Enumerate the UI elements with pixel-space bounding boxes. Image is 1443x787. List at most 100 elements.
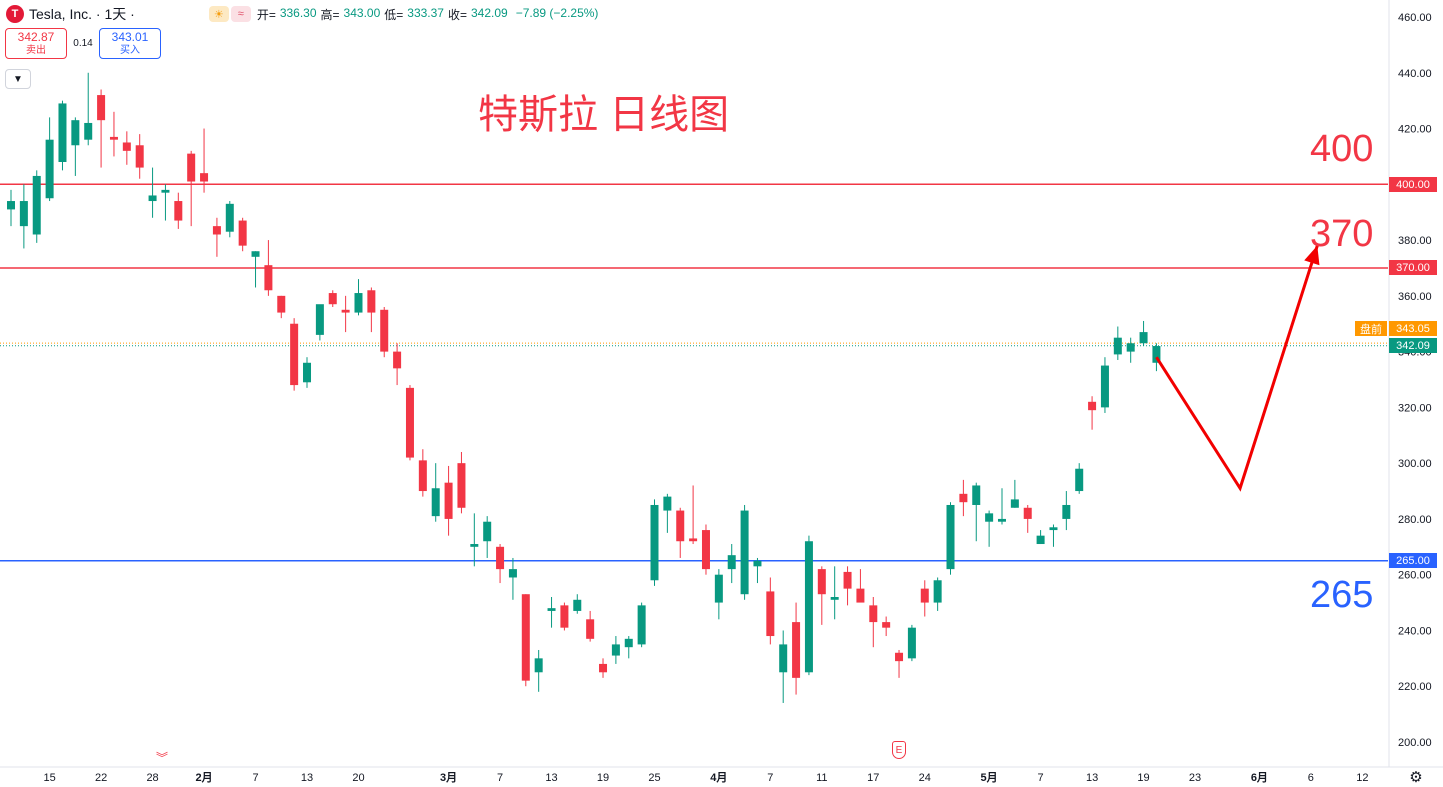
- candle-body: [71, 120, 80, 146]
- candle-body: [933, 580, 942, 603]
- date-tick-label: 7: [767, 772, 773, 784]
- buy-label: 买入: [120, 44, 140, 56]
- candle-body: [200, 173, 209, 182]
- candle-body: [212, 226, 221, 235]
- candle-body: [328, 293, 337, 305]
- candle-body: [676, 510, 685, 542]
- buy-price: 343.01: [111, 29, 149, 44]
- chevron-marker-icon[interactable]: ︾: [156, 751, 169, 765]
- candle-body: [45, 139, 54, 199]
- trade-panel: 342.87 卖出 0.14 343.01 买入: [5, 28, 161, 59]
- date-tick-label: 25: [648, 772, 660, 784]
- buy-button[interactable]: 343.01 买入: [99, 28, 161, 59]
- projection-path: [1155, 245, 1319, 492]
- candle-body: [405, 387, 414, 458]
- date-tick-label: 15: [43, 772, 55, 784]
- date-tick-label: 12: [1356, 772, 1368, 784]
- candle-body: [869, 605, 878, 623]
- candle-body: [753, 560, 762, 567]
- candle-body: [920, 588, 929, 603]
- collapse-legend-button[interactable]: ▼: [5, 69, 31, 89]
- price-tick-label: 440.00: [1398, 68, 1432, 80]
- date-tick-label: 7: [1038, 772, 1044, 784]
- price-tick-label: 420.00: [1398, 124, 1432, 136]
- level-370-annotation: 370: [1310, 213, 1374, 255]
- date-tick-label: 20: [352, 772, 364, 784]
- candle-body: [985, 513, 994, 522]
- projection-arrowhead: [1304, 245, 1320, 266]
- date-tick-label: 13: [545, 772, 557, 784]
- candle-body: [1126, 343, 1135, 352]
- price-tag-370: 370.00: [1389, 260, 1437, 275]
- candle-body: [264, 265, 273, 291]
- candle-body: [1023, 507, 1032, 519]
- candle-body: [727, 555, 736, 570]
- candle-body: [972, 485, 981, 505]
- date-tick-label: 3月: [440, 771, 457, 784]
- candle-body: [534, 658, 543, 673]
- symbol-title[interactable]: Tesla, Inc. · 1天 ·: [29, 6, 135, 22]
- candle-body: [1062, 504, 1071, 519]
- candle-body: [637, 605, 646, 645]
- price-tick-label: 260.00: [1398, 570, 1432, 582]
- level-265-annotation: 265: [1310, 574, 1374, 616]
- candle-body: [341, 309, 350, 313]
- price-axis: 460.00440.00420.00400.00380.00360.00340.…: [1388, 0, 1432, 767]
- level-400-annotation: 400: [1310, 128, 1374, 170]
- candle-body: [418, 460, 427, 492]
- settings-gear-icon[interactable]: ⚙: [1409, 769, 1423, 786]
- candle-body: [496, 546, 505, 570]
- candle-body: [380, 309, 389, 352]
- candle-body: [586, 619, 595, 639]
- date-tick-label: 5月: [981, 771, 998, 784]
- date-tick-label: 7: [497, 772, 503, 784]
- candle-body: [431, 488, 440, 517]
- chevron-down-icon: ▼: [13, 73, 23, 85]
- date-tick-label: 7: [252, 772, 258, 784]
- candle-body: [135, 145, 144, 168]
- candle-body: [1075, 468, 1084, 492]
- price-tick-label: 460.00: [1398, 12, 1432, 24]
- candle-body: [830, 597, 839, 600]
- date-tick-label: 28: [146, 772, 158, 784]
- high-value: 343.00: [343, 5, 381, 20]
- date-tick-label: 17: [867, 772, 879, 784]
- candle-body: [483, 521, 492, 542]
- spread-value: 0.14: [73, 38, 93, 49]
- date-tick-label: 6月: [1251, 771, 1268, 784]
- change-value: −7.89 (−2.25%): [515, 5, 599, 20]
- candle-body: [779, 644, 788, 673]
- candle-body: [470, 544, 479, 547]
- candle-body: [457, 463, 466, 508]
- sell-button[interactable]: 342.87 卖出: [5, 28, 67, 59]
- candle-body: [174, 201, 183, 221]
- candle-body: [997, 518, 1006, 522]
- ohlc-readout: 开= 336.30 高= 343.00 低= 333.37 收= 342.09 −7.8…: [257, 6, 599, 23]
- indicator-pills: ☀ ≈: [208, 6, 251, 22]
- candle-body: [895, 652, 904, 662]
- candle-body: [689, 538, 698, 542]
- date-tick-label: 2月: [195, 771, 212, 784]
- candle-body: [907, 627, 916, 659]
- candle-body: [303, 362, 312, 383]
- horizontal-levels: [0, 183, 1388, 562]
- price-tag-premarket: 343.05: [1389, 321, 1437, 336]
- candle-body: [547, 608, 556, 611]
- market-wave-icon[interactable]: ≈: [230, 6, 251, 22]
- earnings-marker-icon[interactable]: E: [892, 741, 906, 759]
- candle-body: [393, 351, 402, 369]
- candle-body: [161, 189, 170, 193]
- date-tick-label: 22: [95, 772, 107, 784]
- high-key: 高=: [320, 7, 340, 22]
- market-session-sun-icon[interactable]: ☀: [208, 6, 229, 22]
- close-key: 收=: [447, 7, 467, 22]
- open-value: 336.30: [279, 5, 317, 20]
- candle-body: [1139, 332, 1148, 344]
- price-tick-label: 360.00: [1398, 291, 1432, 303]
- candle-body: [521, 594, 530, 681]
- candle-body: [740, 510, 749, 595]
- sell-price: 342.87: [17, 29, 55, 44]
- candle-body: [560, 605, 569, 628]
- date-tick-label: 19: [1137, 772, 1149, 784]
- candle-body: [238, 220, 247, 246]
